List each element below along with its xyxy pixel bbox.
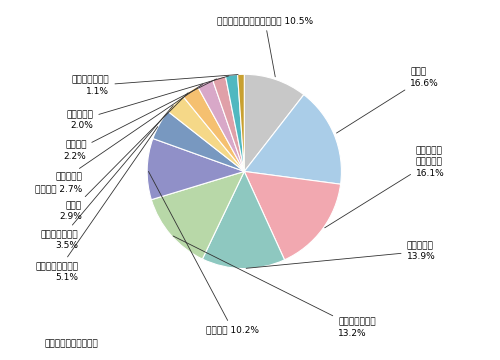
Wedge shape bbox=[153, 111, 244, 171]
Text: 呼吸器疾患
2.0%: 呼吸器疾患 2.0% bbox=[66, 76, 229, 130]
Wedge shape bbox=[198, 80, 244, 171]
Text: 視覚・聴覚障害
1.1%: 視覚・聴覚障害 1.1% bbox=[72, 75, 238, 96]
Text: 注：要支援者を含む。: 注：要支援者を含む。 bbox=[44, 339, 98, 348]
Text: 悪性新生物
（がん） 2.7%: 悪性新生物 （がん） 2.7% bbox=[35, 84, 202, 193]
Wedge shape bbox=[168, 96, 244, 171]
Text: パーキンソン病
3.5%: パーキンソン病 3.5% bbox=[41, 105, 173, 250]
Text: 脳血管疾患
（脳卒中）
16.1%: 脳血管疾患 （脳卒中） 16.1% bbox=[324, 147, 444, 228]
Text: 心疾患（心臓病）
5.1%: 心疾患（心臓病） 5.1% bbox=[36, 127, 158, 282]
Wedge shape bbox=[226, 75, 244, 171]
Text: 関節疾患 10.2%: 関節疾患 10.2% bbox=[148, 171, 260, 335]
Wedge shape bbox=[152, 171, 244, 259]
Wedge shape bbox=[147, 139, 244, 200]
Text: 骨折・転倒
13.9%: 骨折・転倒 13.9% bbox=[246, 241, 436, 268]
Wedge shape bbox=[244, 95, 342, 184]
Text: 認知症
16.6%: 認知症 16.6% bbox=[336, 68, 439, 133]
Wedge shape bbox=[244, 171, 340, 260]
Wedge shape bbox=[202, 171, 284, 269]
Wedge shape bbox=[183, 86, 244, 171]
Text: 脏體損傷
2.2%: 脏體損傷 2.2% bbox=[64, 79, 216, 161]
Text: 高齢による衰弱
13.2%: 高齢による衰弱 13.2% bbox=[173, 236, 376, 338]
Wedge shape bbox=[244, 74, 304, 171]
Text: 糖尿病
2.9%: 糖尿病 2.9% bbox=[59, 93, 188, 221]
Wedge shape bbox=[238, 74, 244, 171]
Text: その他・わからない・不詳 10.5%: その他・わからない・不詳 10.5% bbox=[217, 16, 313, 77]
Wedge shape bbox=[212, 76, 244, 171]
